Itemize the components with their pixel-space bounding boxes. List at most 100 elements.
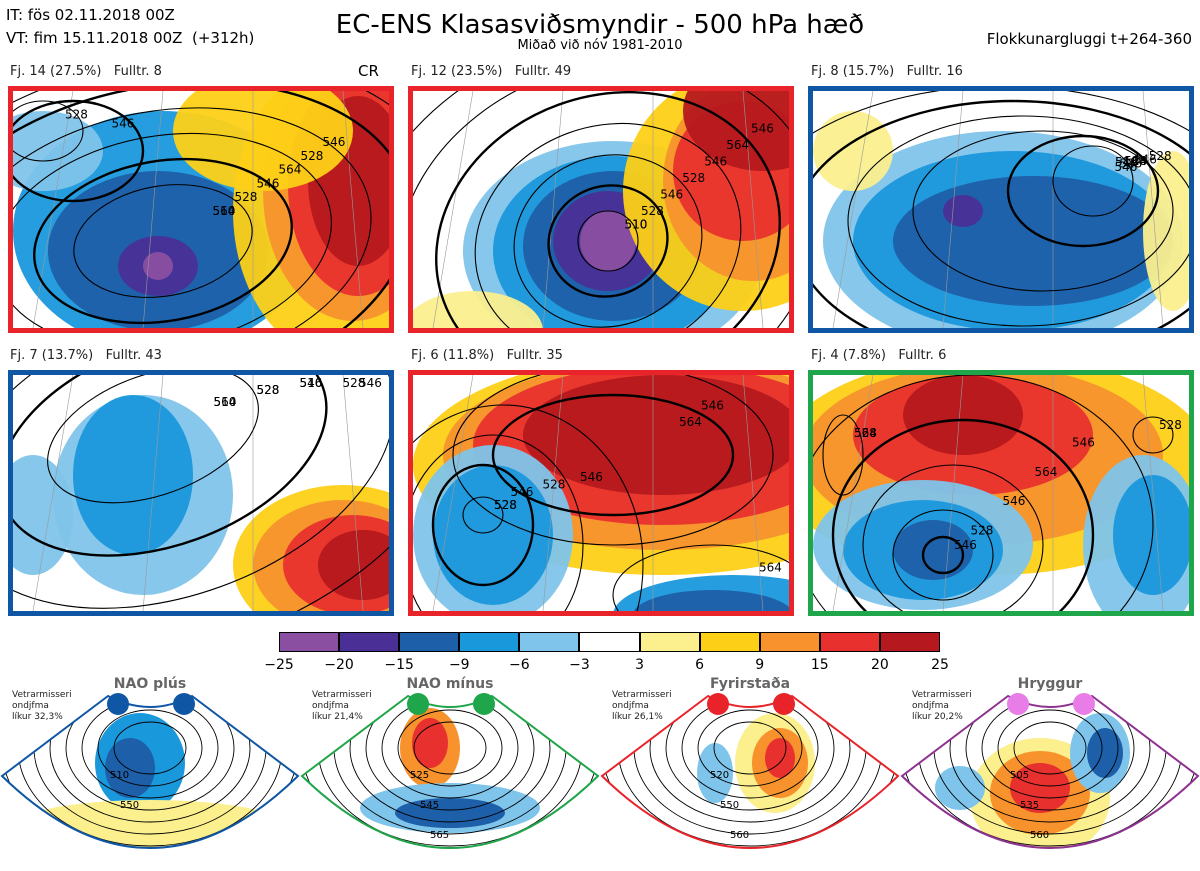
contour-label: 528 — [1159, 418, 1182, 432]
contour-label: 546 — [1115, 155, 1138, 169]
regime-marker-dot — [173, 693, 195, 715]
regime-border — [0, 694, 300, 849]
contour-label: 528 — [641, 204, 664, 218]
height-contour — [413, 404, 644, 611]
height-contour — [649, 696, 851, 823]
contour-label: 546 — [1134, 153, 1157, 167]
colorbar-tick-label: 15 — [810, 657, 829, 673]
regime-map: 525 545 565 — [300, 694, 600, 849]
contour-label: 535 — [1020, 800, 1039, 811]
height-contour — [513, 154, 703, 328]
regime-border — [600, 694, 900, 849]
cluster-label: Fj. 14 (27.5%) Fulltr. 8 — [10, 64, 162, 79]
anomaly-shading — [395, 798, 505, 828]
colorbar-tick-label: 3 — [635, 657, 644, 673]
contour-label: 565 — [430, 830, 449, 841]
anomaly-shading — [903, 375, 1023, 455]
contour-label: 528 — [1149, 149, 1172, 163]
cluster-map-panel: 510 528 546 528 546 528 546 564 — [808, 86, 1194, 333]
height-contour — [862, 464, 1044, 611]
height-contour — [1132, 416, 1174, 454]
anomaly-shading — [1010, 763, 1070, 813]
regime-border — [900, 694, 1200, 849]
contour-label: 564 — [1124, 154, 1147, 168]
colorbar-tick-label: −15 — [384, 657, 414, 673]
regime-marker-dot — [707, 693, 729, 715]
anomaly-shading — [173, 91, 353, 191]
contour-label: 564 — [726, 138, 749, 152]
contour-label: 564 — [1035, 465, 1058, 479]
cluster-label: Fj. 6 (11.8%) Fulltr. 35 — [411, 348, 563, 363]
height-contour — [912, 130, 1174, 292]
contour-label: 564 — [214, 395, 237, 409]
cluster-map-panel: 528 546 528 546 564 546 564 528 — [408, 370, 794, 616]
contour-label: 528 — [343, 376, 366, 390]
graticule-line — [542, 375, 564, 611]
height-contour — [997, 709, 1103, 787]
regime-probability: Vetrarmisseri ondjfma líkur 21,4% — [312, 690, 372, 722]
height-contour — [435, 91, 781, 328]
height-contour — [831, 418, 1095, 611]
height-contour — [13, 132, 332, 328]
colorbar-segment — [819, 632, 880, 652]
colorbar-segment — [339, 632, 400, 652]
height-contour — [921, 535, 965, 575]
regime-probability: Vetrarmisseri ondjfma líkur 32,3% — [12, 690, 72, 722]
anomaly-shading — [523, 375, 789, 495]
contour-label: 546 — [704, 154, 727, 168]
init-time: IT: fös 02.11.2018 00Z — [6, 6, 175, 24]
colorbar-segment — [279, 632, 340, 652]
height-contour — [413, 721, 487, 775]
height-contour — [349, 696, 551, 823]
height-contour — [47, 375, 259, 504]
contour-label: 564 — [279, 163, 302, 177]
cluster-label: Fj. 4 (7.8%) Fulltr. 6 — [811, 348, 947, 363]
height-contour — [365, 696, 535, 811]
contour-label: 550 — [120, 800, 139, 811]
contour-label: 510 — [213, 204, 236, 218]
anomaly-shading — [893, 176, 1173, 306]
height-contour — [892, 509, 994, 601]
regime-map: 520 550 560 — [600, 694, 900, 849]
height-contour — [665, 696, 835, 811]
height-contour — [13, 99, 145, 203]
colorbar-tick-label: 9 — [755, 657, 765, 673]
height-contour — [612, 544, 789, 611]
graticule-line — [942, 91, 964, 328]
page-title: EC-ENS Klasasviðsmyndir - 500 hPa hæð — [335, 10, 865, 40]
regime-title: NAO mínus — [406, 676, 494, 692]
regime-marker-dot — [1007, 693, 1029, 715]
height-contour — [113, 721, 187, 775]
height-contour — [65, 696, 235, 811]
height-contour — [33, 157, 293, 325]
colorbar-tick-label: −20 — [324, 657, 354, 673]
colorbar-segment — [699, 632, 760, 652]
colorbar-tick-label: 20 — [870, 657, 889, 673]
anomaly-shading — [893, 520, 973, 580]
height-contour — [431, 463, 535, 587]
contour-label: 546 — [511, 485, 534, 499]
height-contour — [1052, 145, 1134, 217]
contour-label: 564 — [759, 561, 782, 575]
height-contour — [413, 434, 584, 611]
contour-label: 528 — [494, 498, 517, 512]
colorbar-tick-label: 25 — [931, 657, 949, 673]
anomaly-shading — [13, 111, 103, 191]
contour-label: 528 — [971, 523, 994, 537]
contour-label: 550 — [720, 800, 739, 811]
height-contour — [547, 184, 669, 298]
contour-label: 546 — [701, 399, 724, 413]
contour-label: 564 — [854, 426, 877, 440]
graticule-line — [32, 375, 74, 611]
contour-label: 528 — [1119, 156, 1142, 170]
height-contour — [73, 184, 253, 298]
regime-probability: Vetrarmisseri ondjfma líkur 20,2% — [912, 690, 972, 722]
graticule-line — [142, 91, 164, 328]
contour-label: 564 — [213, 204, 236, 218]
contour-label: 505 — [1010, 770, 1029, 781]
regime-title: Hryggur — [1017, 676, 1083, 692]
contour-label: 560 — [1030, 830, 1049, 841]
